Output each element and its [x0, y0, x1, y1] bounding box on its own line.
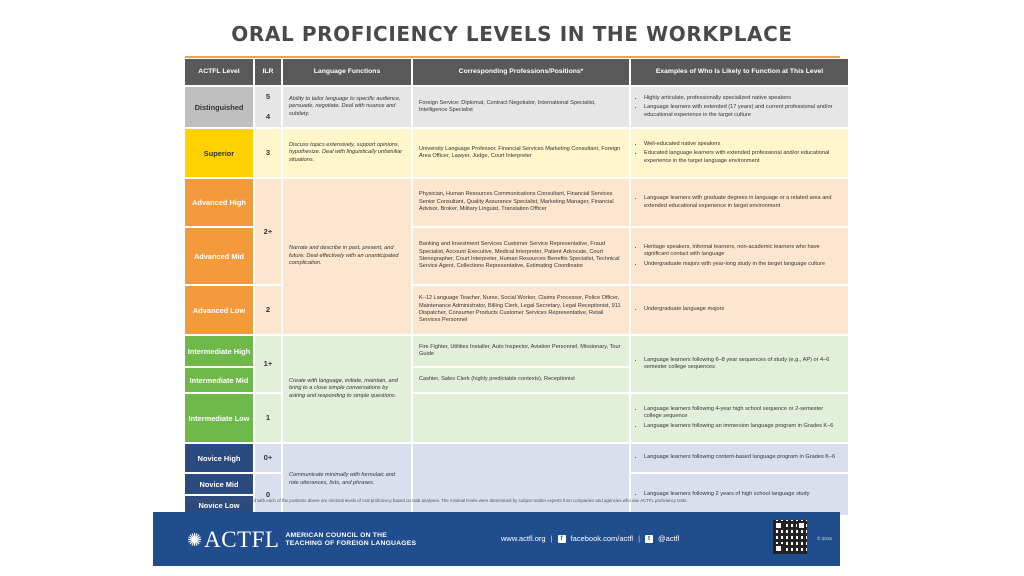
professions-advanced-mid: Banking and Investment Services Customer… — [413, 228, 629, 284]
ilr-3: 3 — [255, 129, 281, 177]
header-ilr: ILR — [255, 59, 281, 85]
level-novice-low: Novice Low — [185, 496, 253, 515]
qr-finder — [774, 521, 783, 530]
examples-advanced-low: Undergraduate language majors — [631, 286, 848, 334]
ilr-2: 2 — [255, 286, 281, 334]
level-advanced-high: Advanced High — [185, 179, 253, 226]
list-item: Highly articulate, professionally specia… — [644, 95, 842, 102]
level-novice-mid: Novice Mid — [185, 474, 253, 494]
separator: | — [638, 534, 641, 543]
professions-distinguished: Foreign Service: Diplomat, Contract Nego… — [413, 87, 629, 127]
list-item: Undergraduate majors with year-long stud… — [644, 261, 842, 268]
examples-advanced-mid: Heritage speakers, informal learners, no… — [631, 228, 848, 284]
list-item: Language learners with graduate degrees … — [644, 195, 842, 210]
footer-banner: ✺ ACTFL AMERICAN COUNCIL ON THE TEACHING… — [153, 512, 840, 566]
starburst-icon: ✺ — [187, 530, 203, 550]
professions-novice — [413, 444, 629, 515]
header-professions: Corresponding Professions/Positions* — [413, 59, 629, 85]
examples-intermediate-high-mid: Language learners following 6–8 year seq… — [631, 336, 848, 392]
list-item: Language learners following 6–8 year seq… — [644, 357, 842, 372]
list-item: Language learners following content-base… — [644, 454, 835, 461]
functions-novice: Communicate minimally with formulaic and… — [283, 444, 411, 515]
ilr-distinguished: 5 4 — [255, 87, 281, 127]
level-distinguished: Distinguished — [185, 87, 253, 127]
ilr-5: 5 — [265, 92, 271, 102]
list-item: Language learners following 2 years of h… — [644, 491, 809, 498]
professions-advanced-high: Physician, Human Resources Communication… — [413, 179, 629, 226]
examples-intermediate-low: Language learners following 4-year high … — [631, 394, 848, 442]
level-superior: Superior — [185, 129, 253, 177]
professions-intermediate-mid: Cashier, Sales Clerk (highly predictable… — [413, 368, 629, 392]
level-advanced-low: Advanced Low — [185, 286, 253, 334]
list-item: Language learners following an immersion… — [644, 423, 842, 430]
org-line-2: TEACHING OF FOREIGN LANGUAGES — [285, 540, 417, 547]
facebook-link[interactable]: facebook.com/actfl — [570, 534, 634, 543]
page-title: ORAL PROFICIENCY LEVELS IN THE WORKPLACE — [231, 22, 793, 46]
functions-distinguished: Ability to tailor language to specific a… — [283, 87, 411, 127]
org-name: AMERICAN COUNCIL ON THE TEACHING OF FORE… — [285, 532, 416, 548]
functions-intermediate: Create with language, initiate, maintain… — [283, 336, 411, 442]
website-link[interactable]: www.actfl.org — [501, 534, 546, 543]
functions-superior: Discuss topics extensively, support opin… — [283, 129, 411, 177]
examples-distinguished: Highly articulate, professionally specia… — [631, 87, 848, 127]
ilr-4: 4 — [265, 112, 271, 122]
header-actfl-level: ACTFL Level — [185, 59, 253, 85]
list-item: Language learners with extended (17 year… — [644, 104, 842, 119]
functions-advanced: Narrate and describe in past, present, a… — [283, 179, 411, 334]
twitter-icon: t — [645, 534, 654, 543]
examples-novice-mid-low: Language learners following 2 years of h… — [631, 474, 848, 515]
list-item: Undergraduate language majors — [644, 306, 724, 313]
level-intermediate-high: Intermediate High — [185, 336, 253, 366]
professions-advanced-low: K–12 Language Teacher, Nurse, Social Wor… — [413, 286, 629, 334]
header-examples: Examples of Who Is Likely to Function at… — [631, 59, 848, 85]
footnote: *The levels of proficiency associated wi… — [185, 498, 688, 503]
actfl-logo[interactable]: ✺ ACTFL AMERICAN COUNCIL ON THE TEACHING… — [187, 527, 416, 553]
list-item: Heritage speakers, informal learners, no… — [644, 244, 842, 259]
ilr-0: 0 — [255, 474, 281, 515]
professions-superior: University Language Professor, Financial… — [413, 129, 629, 177]
header-language-functions: Language Functions — [283, 59, 411, 85]
examples-advanced-high: Language learners with graduate degrees … — [631, 179, 848, 226]
level-intermediate-mid: Intermediate Mid — [185, 368, 253, 392]
separator: | — [550, 534, 553, 543]
contact-links: www.actfl.org | f facebook.com/actfl | t… — [501, 534, 679, 543]
ilr-2-plus: 2+ — [255, 179, 281, 284]
list-item: Well-educated native speakers — [644, 141, 842, 148]
professions-intermediate-low — [413, 394, 629, 442]
title-rule — [185, 56, 840, 58]
ilr-1: 1 — [255, 394, 281, 442]
list-item: Language learners following 4-year high … — [644, 406, 842, 421]
twitter-link[interactable]: @actfl — [658, 534, 680, 543]
level-novice-high: Novice High — [185, 444, 253, 472]
copyright: © 2015 — [817, 536, 832, 541]
level-intermediate-low: Intermediate Low — [185, 394, 253, 442]
logo-wordmark: ACTFL — [204, 527, 280, 552]
professions-intermediate-high: Fire Fighter, Utilities Installer, Auto … — [413, 336, 629, 366]
list-item: Educated language learners with extended… — [644, 150, 842, 165]
proficiency-table: ACTFL Level ILR Language Functions Corre… — [185, 59, 848, 515]
qr-finder — [797, 521, 806, 530]
qr-code-icon[interactable] — [773, 520, 807, 554]
facebook-icon: f — [557, 534, 566, 543]
examples-novice-high: Language learners following content-base… — [631, 444, 848, 472]
level-advanced-mid: Advanced Mid — [185, 228, 253, 284]
ilr-1-plus: 1+ — [255, 336, 281, 392]
examples-superior: Well-educated native speakers Educated la… — [631, 129, 848, 177]
org-line-1: AMERICAN COUNCIL ON THE — [285, 532, 387, 539]
qr-finder — [774, 544, 783, 553]
ilr-0-plus: 0+ — [255, 444, 281, 472]
